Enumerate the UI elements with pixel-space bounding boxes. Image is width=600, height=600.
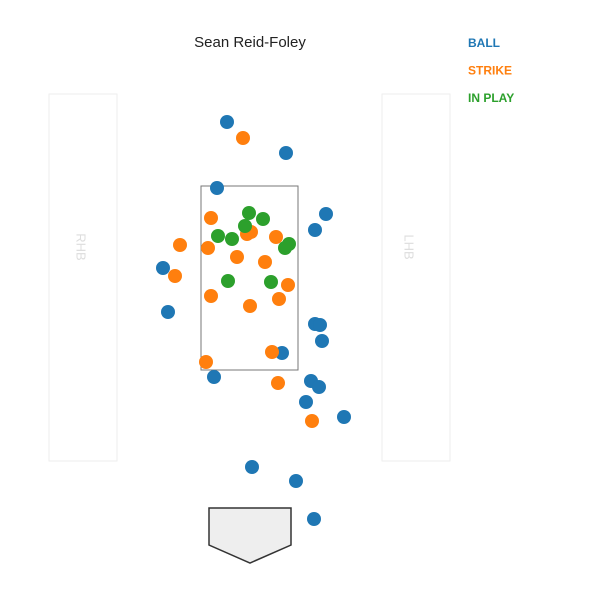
pitch bbox=[272, 292, 286, 306]
batter-label: LHB bbox=[402, 234, 417, 259]
pitch bbox=[281, 278, 295, 292]
pitch bbox=[264, 275, 278, 289]
pitch bbox=[225, 232, 239, 246]
pitch bbox=[313, 318, 327, 332]
legend-entry: BALL bbox=[468, 36, 500, 50]
batter-label: RHB bbox=[74, 233, 89, 260]
pitch bbox=[243, 299, 257, 313]
pitch bbox=[278, 241, 292, 255]
legend-entry: IN PLAY bbox=[468, 91, 514, 105]
points bbox=[156, 115, 351, 526]
pitch bbox=[207, 370, 221, 384]
pitch bbox=[156, 261, 170, 275]
legend: BALL STRIKE IN PLAY bbox=[468, 36, 514, 105]
pitch bbox=[271, 376, 285, 390]
pitch bbox=[161, 305, 175, 319]
pitch bbox=[256, 212, 270, 226]
pitch bbox=[337, 410, 351, 424]
pitch bbox=[211, 229, 225, 243]
pitch bbox=[245, 460, 259, 474]
pitch bbox=[242, 206, 256, 220]
pitch bbox=[221, 274, 235, 288]
pitch bbox=[319, 207, 333, 221]
pitch bbox=[315, 334, 329, 348]
batter-box bbox=[381, 93, 451, 462]
pitch bbox=[308, 223, 322, 237]
pitch bbox=[305, 414, 319, 428]
pitch bbox=[279, 146, 293, 160]
chart-title: Sean Reid-Foley bbox=[194, 34, 306, 51]
pitch bbox=[201, 241, 215, 255]
pitch bbox=[220, 115, 234, 129]
strike-zone bbox=[200, 185, 299, 371]
pitch bbox=[312, 380, 326, 394]
pitch bbox=[168, 269, 182, 283]
home-plate bbox=[208, 507, 292, 564]
pitch bbox=[236, 131, 250, 145]
pitch bbox=[269, 230, 283, 244]
pitch bbox=[307, 512, 321, 526]
pitch bbox=[204, 211, 218, 225]
pitch bbox=[299, 395, 313, 409]
pitch bbox=[258, 255, 272, 269]
pitch bbox=[173, 238, 187, 252]
pitch bbox=[199, 355, 213, 369]
batter-box bbox=[48, 93, 118, 462]
pitch bbox=[230, 250, 244, 264]
pitch bbox=[210, 181, 224, 195]
legend-entry: STRIKE bbox=[468, 64, 512, 78]
pitch bbox=[289, 474, 303, 488]
pitch bbox=[265, 345, 279, 359]
pitch bbox=[204, 289, 218, 303]
pitch bbox=[238, 219, 252, 233]
